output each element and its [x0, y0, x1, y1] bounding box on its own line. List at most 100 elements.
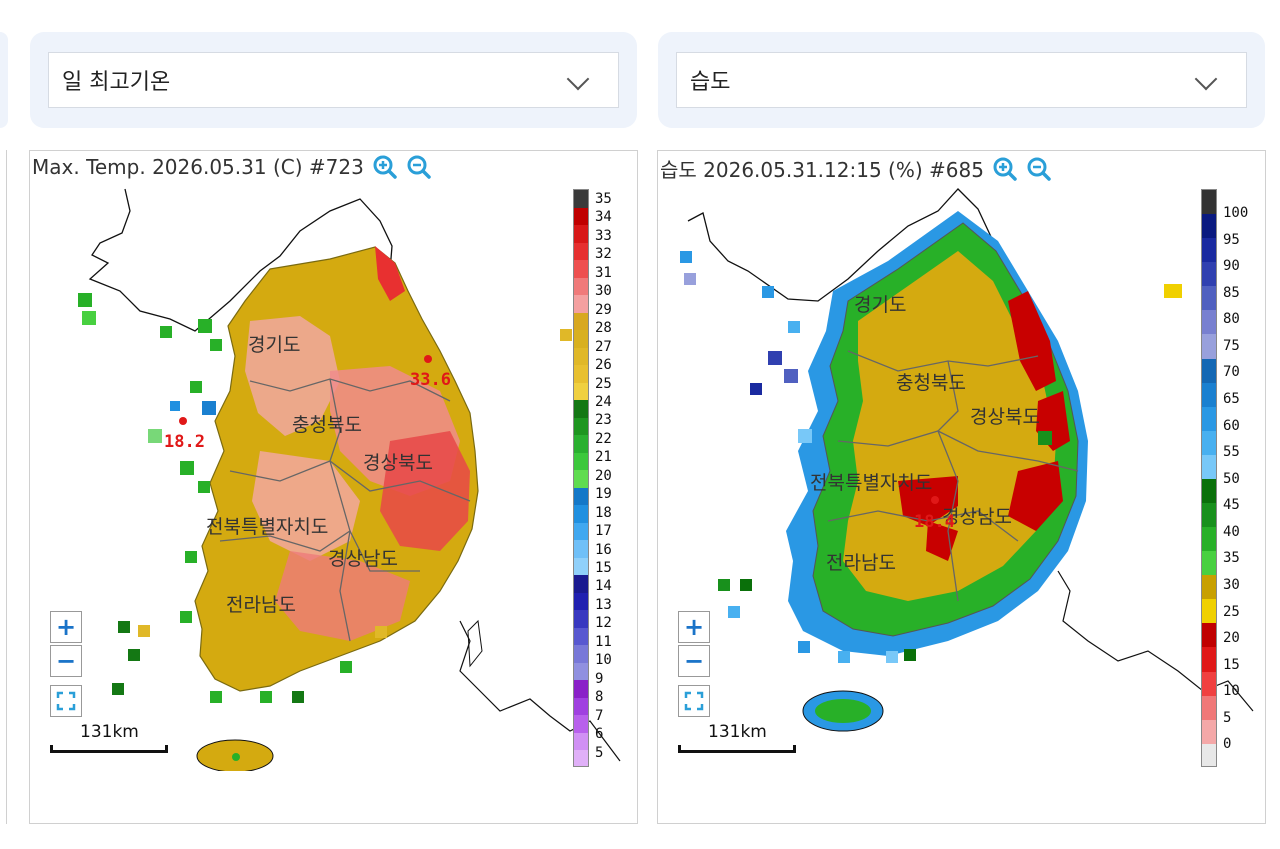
legend-swatch	[1202, 719, 1216, 744]
humidity-map[interactable]: 경기도 충청북도 경상북도 전북특별자치도 경상남도 전라남도 18.4	[658, 151, 1265, 771]
legend-label: 13	[595, 596, 612, 613]
legend-label: 16	[595, 541, 612, 558]
legend-swatch	[574, 645, 588, 663]
legend-swatch	[574, 365, 588, 383]
legend-label: 24	[595, 393, 612, 410]
legend-swatch	[574, 505, 588, 523]
legend-label: 90	[1223, 258, 1240, 275]
legend-label: 5	[595, 744, 604, 761]
legend-label: 29	[595, 301, 612, 318]
legend-swatch	[1202, 214, 1216, 239]
fullscreen-icon	[684, 691, 704, 711]
legend-label: 17	[595, 523, 612, 540]
chevron-down-icon	[1194, 67, 1218, 91]
legend-label: 35	[1223, 550, 1240, 567]
humidity-low-field	[843, 251, 1056, 601]
legend-label: 26	[595, 357, 612, 374]
legend-label: 32	[595, 246, 612, 263]
legend-swatch	[574, 242, 588, 260]
legend-swatch	[1202, 190, 1216, 215]
temperature-map-title: Max. Temp. 2026.05.31 (C) #723	[32, 154, 432, 180]
legend-swatch	[1202, 478, 1216, 504]
legend-swatch	[574, 260, 588, 278]
station-dot	[424, 355, 432, 363]
legend-label: 34	[595, 209, 612, 226]
map-zoom-in-button[interactable]: +	[50, 611, 82, 643]
map-zoom-out-button[interactable]: −	[50, 645, 82, 677]
legend-swatch	[1202, 695, 1216, 720]
legend-label: 18	[595, 504, 612, 521]
scale-label: 131km	[708, 722, 767, 742]
legend-swatch	[574, 540, 588, 558]
variable-select-left[interactable]: 일 최고기온	[48, 52, 619, 108]
humidity-map-title-text: 습도 2026.05.31.12:15 (%) #685	[660, 158, 984, 182]
legend-swatch	[1202, 310, 1216, 335]
map-zoom-out-button[interactable]: −	[678, 645, 710, 677]
legend-swatch	[574, 575, 588, 593]
legend-swatch	[1202, 286, 1216, 311]
region-label: 경상북도	[363, 452, 433, 474]
region-label: 전북특별자치도	[206, 516, 328, 538]
legend-label: 40	[1223, 523, 1240, 540]
legend-label: 65	[1223, 391, 1240, 407]
temperature-map[interactable]: 경기도 충청북도 경상북도 전북특별자치도 경상남도 전라남도 33.6 18.…	[30, 151, 637, 771]
zoom-in-icon[interactable]	[992, 156, 1018, 182]
legend-swatch	[574, 295, 588, 313]
zoom-out-icon[interactable]	[1026, 156, 1052, 182]
legend-label: 100	[1223, 205, 1249, 221]
legend-swatch	[1202, 503, 1216, 528]
legend-swatch	[574, 417, 588, 435]
legend-swatch	[574, 680, 588, 698]
zoom-in-icon[interactable]	[372, 154, 398, 180]
legend-swatch	[574, 557, 588, 575]
variable-select-left-value: 일 최고기온	[62, 70, 171, 95]
legend-swatch	[574, 225, 588, 243]
legend-label: 15	[595, 560, 612, 577]
legend-label: 25	[1223, 603, 1240, 620]
fullscreen-icon	[56, 691, 76, 711]
legend-swatch	[574, 697, 588, 715]
legend-swatch	[574, 347, 588, 365]
legend-swatch	[574, 750, 588, 766]
scale-label: 131km	[80, 722, 139, 742]
region-label: 충청북도	[896, 372, 966, 394]
legend-swatch	[574, 662, 588, 680]
legend-swatch	[574, 522, 588, 540]
legend-swatch	[1202, 599, 1216, 624]
legend-label: 45	[1223, 497, 1240, 514]
legend-label: 33	[595, 227, 612, 244]
fullscreen-button[interactable]	[50, 685, 82, 717]
legend-label: 35	[595, 191, 612, 207]
legend-swatch	[1202, 430, 1216, 455]
legend-color-bar	[573, 189, 589, 767]
legend-swatch	[574, 435, 588, 453]
zoom-out-icon[interactable]	[406, 154, 432, 180]
legend-swatch	[1202, 238, 1216, 263]
station-dot	[179, 417, 187, 425]
legend-swatch	[574, 207, 588, 225]
map-zoom-in-button[interactable]: +	[678, 611, 710, 643]
warm-patch	[275, 551, 410, 641]
hot-patch	[375, 246, 405, 301]
variable-select-right[interactable]: 습도	[676, 52, 1247, 108]
region-label: 충청북도	[292, 414, 362, 436]
legend-swatch	[1202, 527, 1216, 552]
legend-swatch	[1202, 551, 1216, 576]
dry-patch	[926, 521, 958, 561]
previous-selector-fragment	[0, 32, 8, 128]
legend-swatch	[574, 732, 588, 750]
legend-swatch	[574, 190, 588, 208]
region-label: 경상남도	[328, 548, 398, 570]
island-markers	[680, 251, 1182, 663]
warm-patch	[245, 316, 340, 436]
variable-select-right-value: 습도	[690, 70, 731, 95]
legend-swatch	[1202, 743, 1216, 766]
legend-label: 55	[1223, 444, 1240, 461]
region-label: 경상남도	[942, 506, 1012, 528]
humidity-map-title: 습도 2026.05.31.12:15 (%) #685	[660, 154, 1052, 183]
station-dot	[931, 496, 939, 504]
japan-coastline	[459, 620, 621, 762]
jeju-peak	[232, 753, 240, 761]
fullscreen-button[interactable]	[678, 685, 710, 717]
legend-swatch	[574, 452, 588, 470]
